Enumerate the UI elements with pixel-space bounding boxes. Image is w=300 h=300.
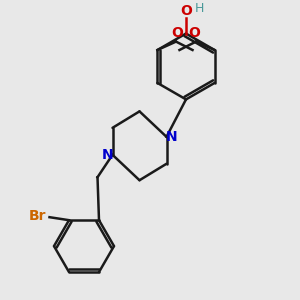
Text: Br: Br: [28, 209, 46, 223]
Text: O: O: [172, 26, 184, 40]
Text: O: O: [188, 26, 200, 40]
Text: N: N: [101, 148, 113, 162]
Text: N: N: [166, 130, 178, 144]
Text: O: O: [180, 4, 192, 18]
Text: H: H: [194, 2, 204, 15]
